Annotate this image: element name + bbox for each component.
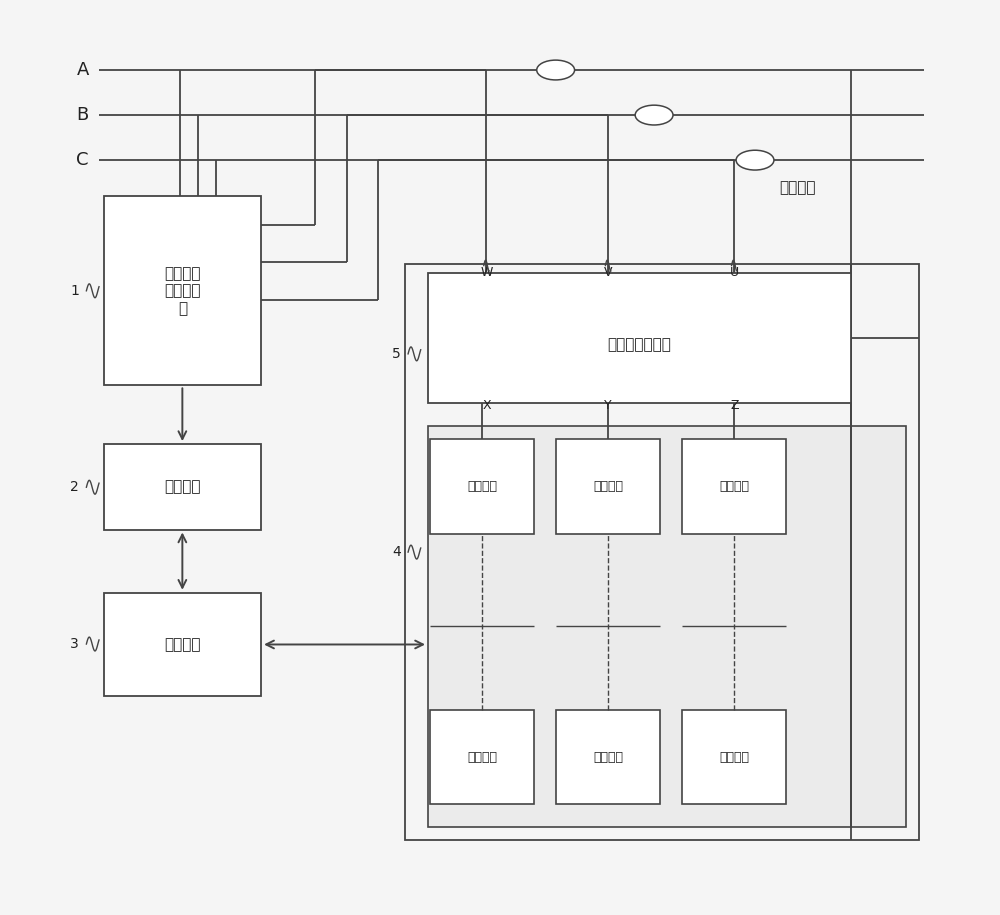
- Bar: [428, 426, 906, 827]
- Bar: [682, 710, 786, 804]
- Bar: [405, 264, 919, 841]
- Text: 三相母线: 三相母线: [779, 179, 816, 195]
- Text: 链接单元: 链接单元: [467, 750, 497, 764]
- Text: A: A: [76, 61, 89, 79]
- Text: X: X: [482, 399, 491, 412]
- Text: 1: 1: [70, 284, 79, 297]
- Text: 4: 4: [392, 545, 401, 559]
- Ellipse shape: [537, 60, 575, 80]
- Ellipse shape: [635, 105, 673, 125]
- Text: Y: Y: [604, 399, 612, 412]
- Text: 链接单元: 链接单元: [467, 480, 497, 493]
- Bar: [556, 439, 660, 534]
- Text: 盘型电抗器模块: 盘型电抗器模块: [608, 337, 672, 352]
- Text: W: W: [480, 266, 493, 279]
- Text: 链接单元: 链接单元: [719, 750, 749, 764]
- Text: 2: 2: [70, 480, 79, 494]
- Bar: [428, 273, 851, 404]
- Text: 5: 5: [392, 347, 401, 361]
- Bar: [104, 444, 261, 530]
- Text: B: B: [76, 106, 89, 124]
- Ellipse shape: [736, 150, 774, 170]
- Text: 驱动模块: 驱动模块: [164, 637, 201, 652]
- Text: C: C: [76, 151, 89, 169]
- Text: Z: Z: [730, 399, 739, 412]
- Text: V: V: [604, 266, 612, 279]
- Bar: [104, 196, 261, 385]
- Bar: [430, 439, 534, 534]
- Text: 链接单元: 链接单元: [593, 750, 623, 764]
- Bar: [556, 710, 660, 804]
- Bar: [104, 593, 261, 696]
- Text: 链接单元: 链接单元: [593, 480, 623, 493]
- Text: 3: 3: [70, 637, 79, 651]
- Text: U: U: [730, 266, 739, 279]
- Text: 信号采集
及处理模
块: 信号采集 及处理模 块: [164, 266, 201, 316]
- Bar: [682, 439, 786, 534]
- Bar: [430, 710, 534, 804]
- Text: 主控模块: 主控模块: [164, 479, 201, 494]
- Text: 链接单元: 链接单元: [719, 480, 749, 493]
